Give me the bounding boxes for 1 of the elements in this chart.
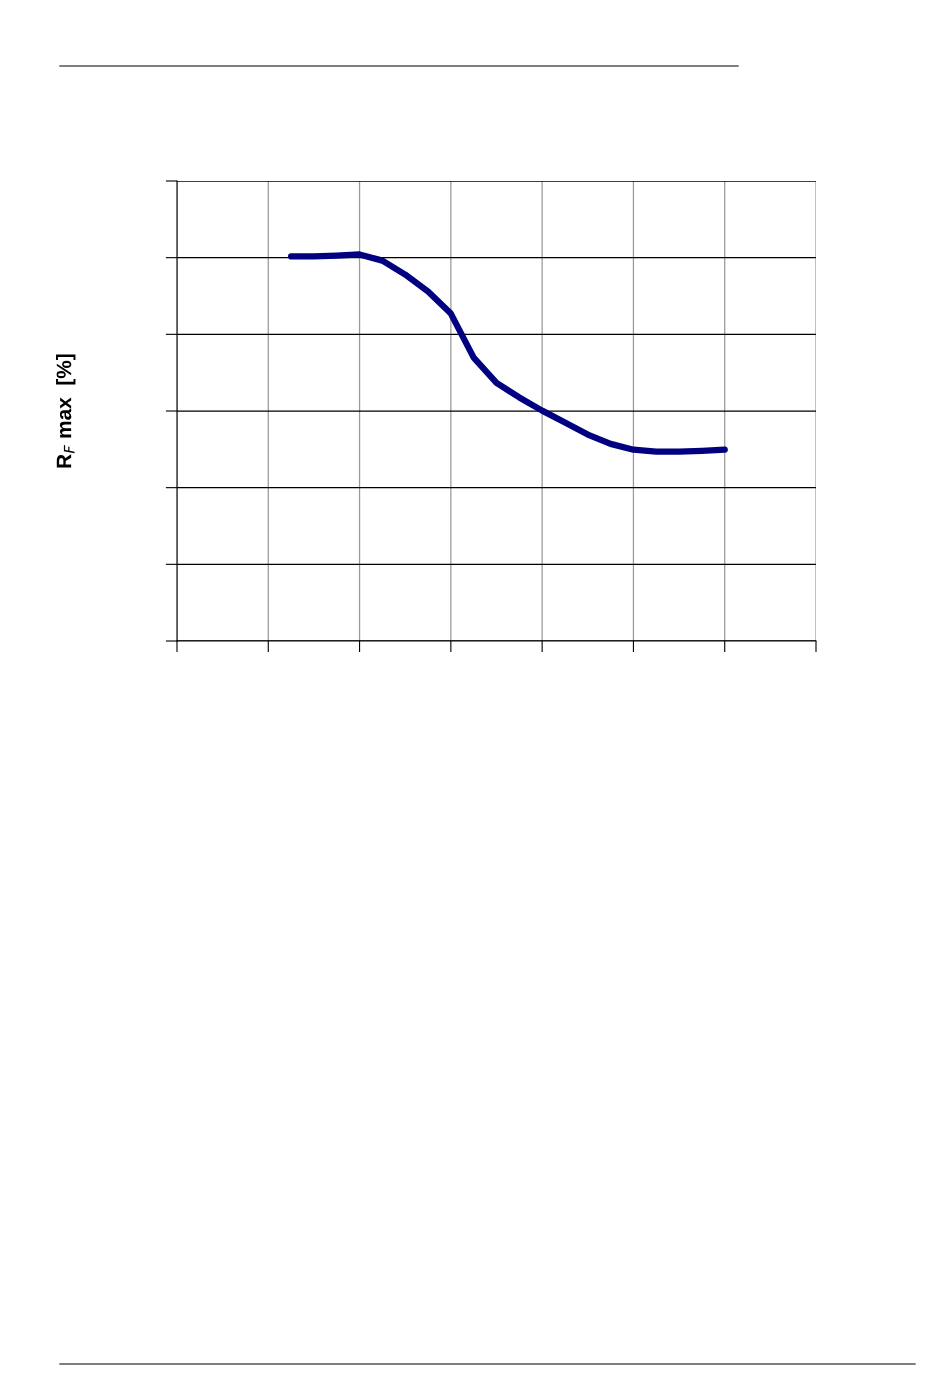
y-axis-title: R$_{F}$ max [%]	[56, 354, 76, 468]
